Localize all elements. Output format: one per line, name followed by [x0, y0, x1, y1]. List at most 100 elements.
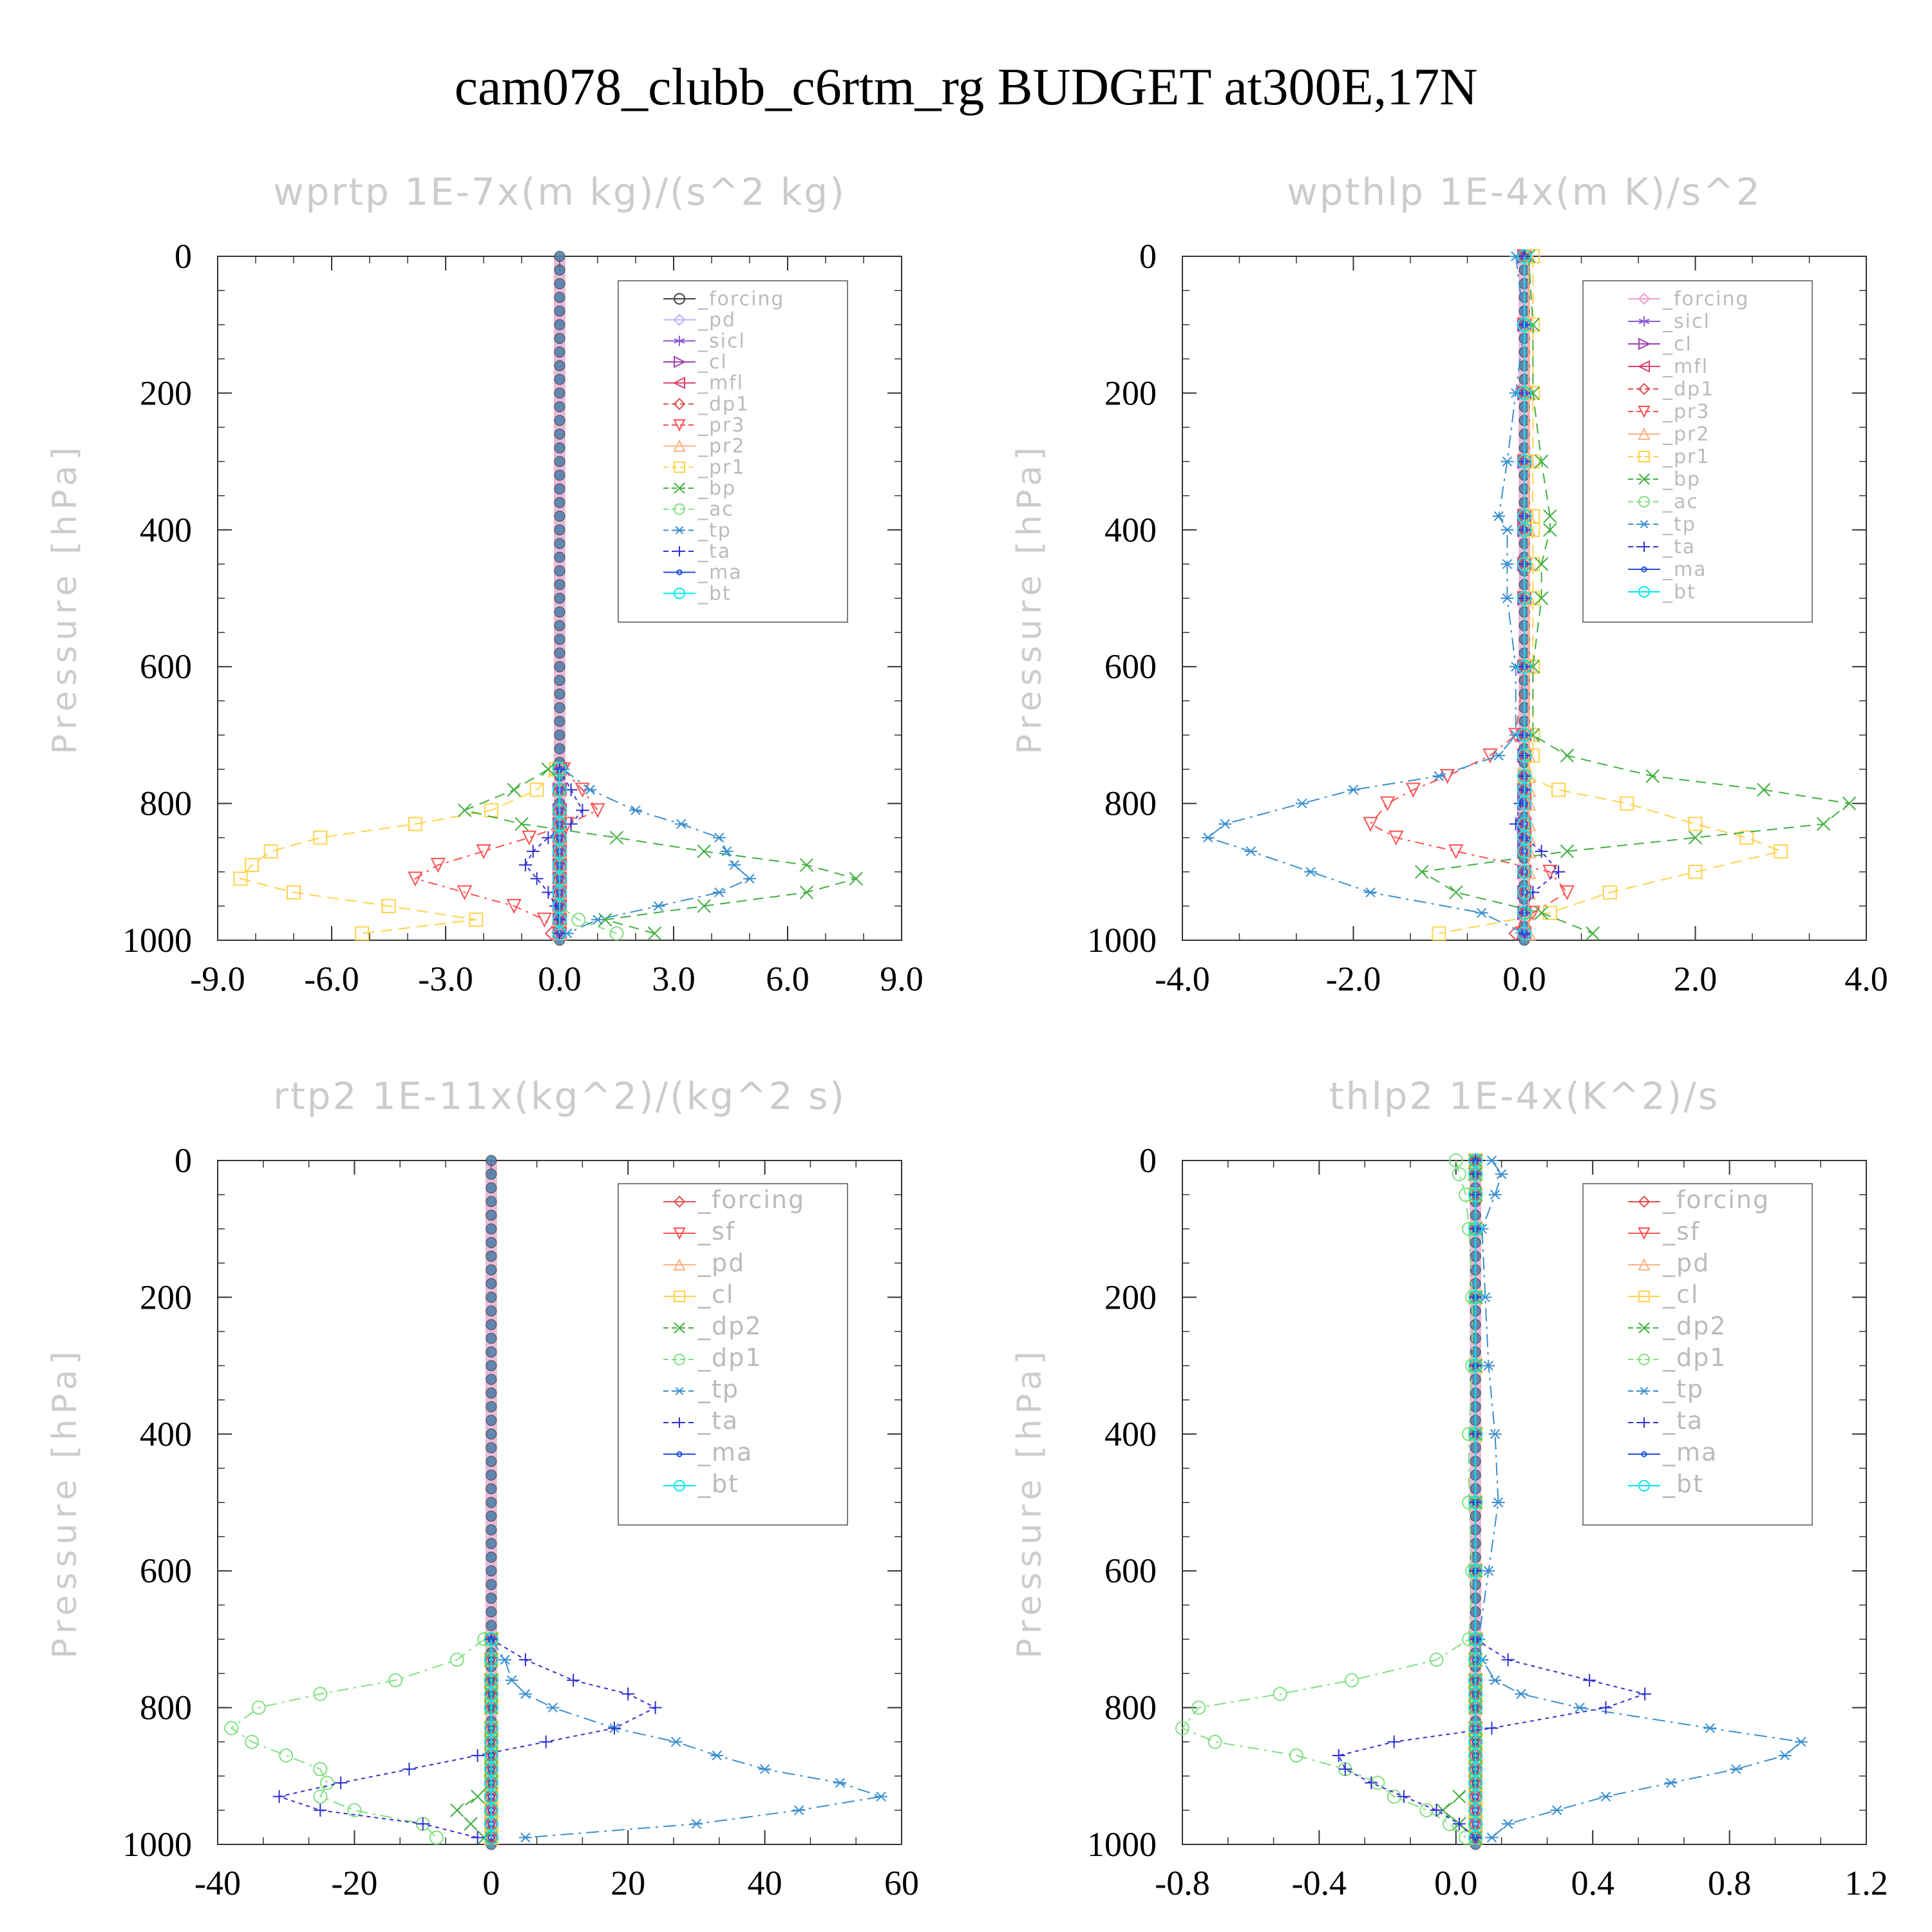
data-point: [1501, 1653, 1515, 1667]
data-point: [1543, 509, 1557, 524]
legend-label: _forcing: [697, 1186, 805, 1214]
data-point: [1514, 1689, 1528, 1700]
y-tick-label: 400: [140, 511, 192, 549]
data-point: [450, 1803, 464, 1817]
y-tick-label: 200: [140, 374, 192, 412]
x-tick-label: 0.0: [1502, 960, 1546, 998]
data-point: [849, 871, 863, 886]
data-point: [1468, 1700, 1483, 1715]
data-point: [1379, 796, 1396, 811]
zero-level-marker: [554, 387, 565, 399]
data-point: [553, 885, 567, 900]
zero-level-marker: [554, 579, 565, 591]
legend-label: _sicl: [697, 330, 746, 352]
x-tick-label: -0.4: [1292, 1864, 1347, 1902]
data-point: [553, 830, 567, 845]
series-line: [1181, 1160, 1473, 1839]
legend: _forcing _sf _pd _cl _dp2 _dp1 _tp _ta _ma _bt: [1582, 1183, 1813, 1526]
data-point: [1468, 1687, 1483, 1701]
data-point: [1543, 523, 1557, 537]
legend-marker: [674, 1322, 685, 1334]
data-point: [1645, 769, 1660, 783]
data-point: [553, 803, 567, 818]
data-point: [484, 1762, 498, 1777]
zero-level-marker: [486, 1182, 497, 1193]
legend-label: _cl: [1662, 333, 1692, 355]
zero-level-marker: [486, 1291, 497, 1303]
data-point: [1517, 782, 1531, 797]
data-point: [1468, 1721, 1483, 1736]
y-tick-label: 1000: [122, 921, 192, 960]
data-point: [429, 1830, 444, 1845]
series-pr1: [233, 762, 564, 941]
legend-marker: [674, 293, 685, 305]
data-point: [567, 1674, 580, 1687]
zero-level-marker: [486, 1346, 497, 1358]
series-tp: [1472, 1155, 1808, 1843]
data-point: [245, 858, 260, 873]
data-point: [1602, 885, 1617, 900]
x-tick-label: 0.0: [538, 960, 582, 998]
zero-level-marker: [486, 1305, 497, 1317]
x-tick-label: 0.4: [1571, 1864, 1615, 1902]
series-line: [1478, 1160, 1803, 1839]
data-point: [1517, 769, 1531, 784]
legend-marker: [673, 314, 686, 327]
legend-marker: [1638, 1354, 1650, 1365]
legend-label: _bt: [1662, 581, 1696, 603]
data-point: [1816, 817, 1831, 831]
legend-marker: [674, 1417, 685, 1428]
zero-level-marker: [486, 1374, 497, 1385]
data-point: [649, 1701, 662, 1714]
zero-level-marker: [486, 1223, 497, 1235]
legend-box: [618, 280, 848, 623]
data-point: [591, 914, 604, 925]
legend-marker: [674, 1354, 685, 1365]
data-point: [1488, 1429, 1502, 1439]
data-point: [1517, 317, 1531, 332]
x-tick-label: -4.0: [1155, 960, 1209, 998]
data-point: [1344, 1673, 1359, 1688]
legend-label: _dp1: [1662, 378, 1714, 401]
zero-level-marker: [554, 442, 565, 453]
y-axis-label: Pressure [hPa]: [1010, 1347, 1049, 1659]
zero-level-marker: [554, 264, 565, 276]
data-point: [553, 858, 567, 873]
zero-level-marker: [486, 1196, 497, 1208]
y-tick-label: 400: [140, 1415, 192, 1454]
legend-box: [1582, 280, 1813, 623]
legend-label: _mfl: [1662, 355, 1709, 378]
data-point: [469, 913, 484, 927]
legend-label: _ma: [697, 1438, 753, 1466]
data-point: [799, 885, 814, 900]
zero-level-marker: [486, 1387, 497, 1399]
legend-box: [1582, 1183, 1813, 1526]
data-point: [1468, 1817, 1483, 1832]
zero-level-marker: [554, 278, 565, 289]
data-point: [515, 817, 529, 831]
data-point: [518, 1832, 532, 1843]
data-point: [583, 784, 597, 795]
data-point: [712, 887, 726, 898]
panel-title: thlp2 1E-4x(K^2)/s: [1329, 1074, 1719, 1118]
legend-marker: [674, 503, 685, 515]
data-point: [598, 913, 612, 927]
y-tick-label: 0: [175, 1141, 192, 1180]
series-bp: [457, 762, 863, 941]
legend-marker: [1638, 1322, 1650, 1334]
y-tick-label: 800: [1104, 1689, 1157, 1727]
legend-label: _tp: [697, 519, 732, 542]
zero-level-marker: [486, 1455, 497, 1467]
data-point: [553, 844, 567, 858]
data-point: [1599, 1701, 1613, 1714]
legend-marker: [674, 482, 685, 494]
y-tick-label: 200: [1104, 374, 1157, 412]
data-point: [1778, 1750, 1792, 1761]
data-point: [553, 817, 567, 831]
data-point: [1485, 1832, 1499, 1843]
zero-level-marker: [554, 606, 565, 618]
legend-label: _ta: [697, 540, 731, 563]
data-point: [1468, 1358, 1483, 1373]
data-point: [571, 913, 586, 927]
